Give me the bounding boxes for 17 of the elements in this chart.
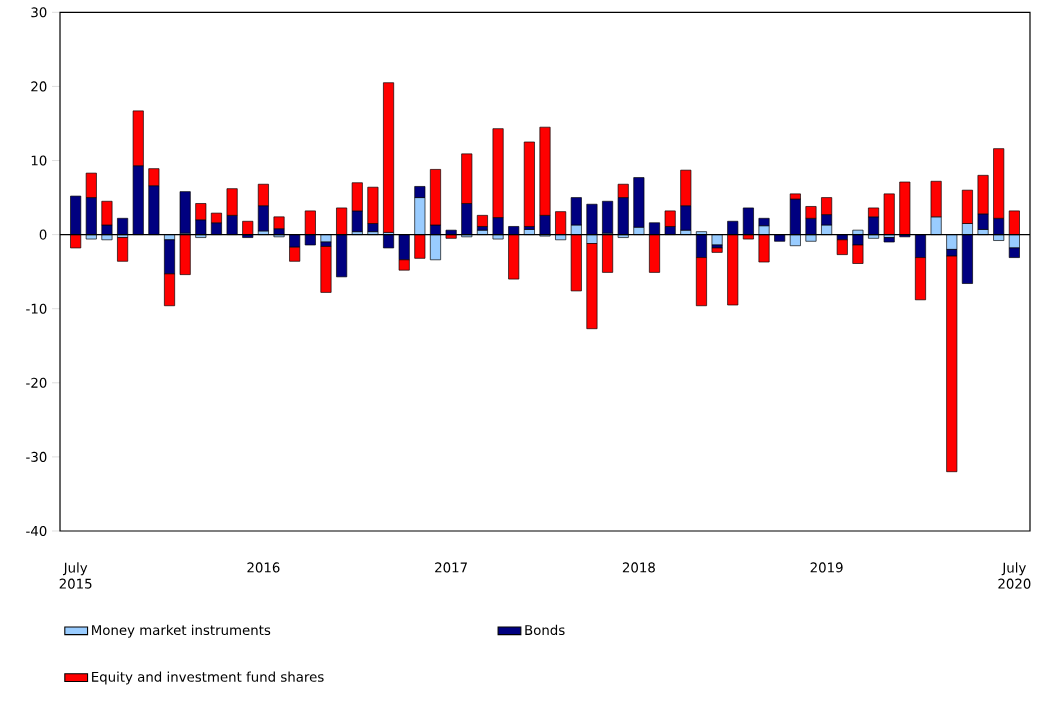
x-tick-label: July 2020 — [998, 562, 1031, 589]
legend-label: Money market instruments — [92, 624, 271, 638]
y-tick-label: -20 — [26, 377, 47, 388]
y-tick-label: 30 — [31, 7, 47, 18]
x-tick-label: 2016 — [247, 562, 280, 573]
y-tick-label: -10 — [26, 303, 47, 314]
y-tick-label: -40 — [26, 525, 47, 537]
x-tick-label: 2018 — [622, 562, 655, 573]
y-tick-label: 10 — [31, 155, 47, 166]
x-tick-label: 2019 — [810, 562, 843, 573]
legend-label: Equity and investment fund shares — [92, 671, 324, 685]
legend-label: Bonds — [525, 624, 565, 636]
y-tick-label: -30 — [26, 451, 47, 462]
x-tick-label: July 2015 — [59, 562, 92, 589]
y-tick-label: 20 — [31, 81, 47, 92]
x-tick-label: 2017 — [435, 562, 467, 573]
y-tick-label: 0 — [39, 229, 47, 240]
